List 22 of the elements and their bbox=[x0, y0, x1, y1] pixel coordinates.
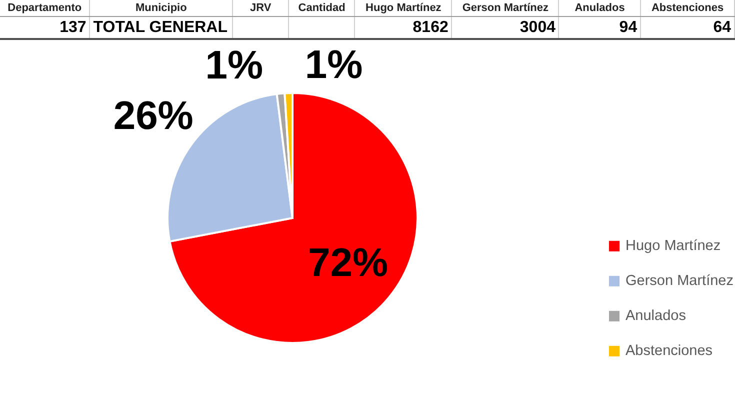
text: 8162 bbox=[354, 16, 452, 39]
text: JRV bbox=[232, 0, 289, 16]
data-label: 72% bbox=[308, 240, 388, 285]
legend-label: Gerson Martínez bbox=[626, 273, 734, 290]
category-label: Anulados bbox=[574, 2, 625, 14]
text: TOTAL GENERAL bbox=[90, 16, 233, 39]
category-label: Abstenciones bbox=[651, 2, 724, 14]
text: Cantidad bbox=[288, 0, 355, 16]
text: 94 bbox=[558, 16, 641, 39]
category-label: Gerson Martínez bbox=[462, 2, 549, 14]
data-label: 1% bbox=[205, 44, 264, 88]
text: 137 bbox=[0, 16, 90, 39]
legend-label: Anulados bbox=[626, 308, 686, 324]
text: Departamento bbox=[0, 0, 90, 16]
legend-label: Abstenciones bbox=[626, 343, 713, 360]
data-label: 26% bbox=[113, 94, 194, 138]
slice-label: Hugo Martínez bbox=[354, 0, 452, 16]
text: 64 bbox=[640, 16, 734, 39]
legend-label: Hugo Martínez bbox=[626, 238, 721, 254]
text: Municipio bbox=[90, 0, 233, 16]
text: 3004 bbox=[452, 16, 559, 39]
data-label: 1% bbox=[304, 43, 363, 88]
